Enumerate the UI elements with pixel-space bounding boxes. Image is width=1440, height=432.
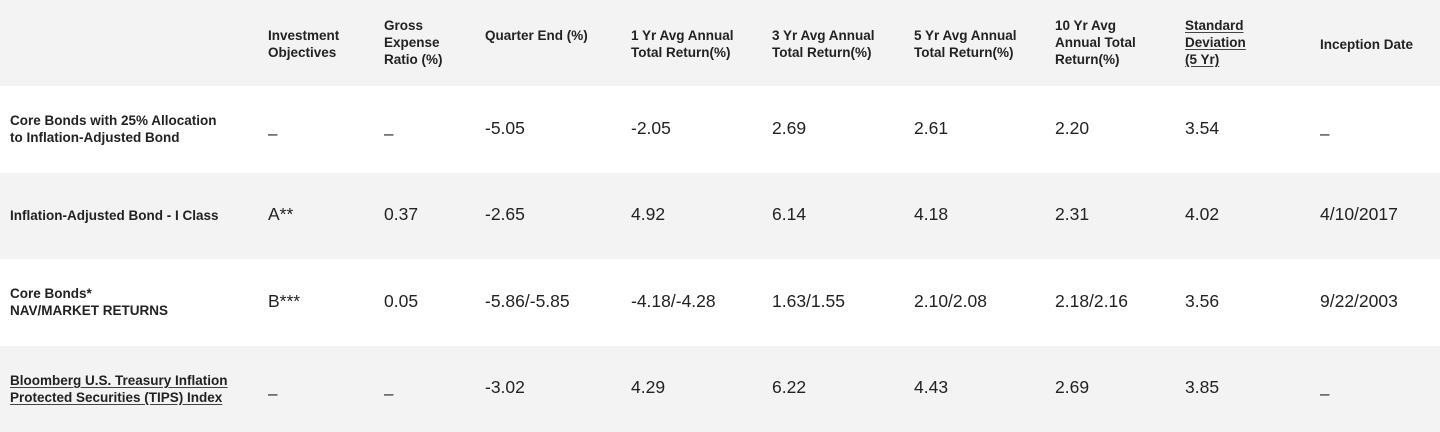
yr10-return-value: 2.31 [1055, 204, 1090, 225]
header-line: 1 Yr Avg Annual [631, 28, 734, 43]
gross-expense-ratio: – [384, 124, 394, 144]
gross-expense-ratio: 0.05 [384, 290, 419, 311]
table-row: Inflation-Adjusted Bond - I Class A** 0.… [0, 172, 1440, 260]
standard-deviation-value: 3.54 [1185, 117, 1220, 138]
yr1-return-value: -4.18/-4.28 [631, 290, 716, 311]
yr3-return-value: 2.69 [772, 117, 807, 138]
yr3-return-value: 1.63/1.55 [772, 290, 845, 311]
fund-name: Core Bonds* NAV/MARKET RETURNS [0, 259, 258, 346]
yr5-return-value: 4.18 [914, 204, 949, 225]
header-line: Total Return(%) [914, 45, 1014, 60]
inception-date-value: 9/22/2003 [1320, 290, 1398, 311]
header-line[interactable]: Standard [1185, 18, 1244, 33]
header-inception-date: Inception Date [1310, 0, 1440, 86]
yr5-return-value: 4.43 [914, 377, 949, 398]
header-line: Objectives [268, 45, 337, 60]
header-line: 5 Yr Avg Annual [914, 28, 1017, 43]
investment-objective: – [268, 383, 278, 403]
header-5yr-return: 5 Yr Avg Annual Total Return(%) [904, 0, 1045, 86]
header-line: Gross [384, 18, 424, 33]
header-investment-objectives: Investment Objectives [258, 0, 374, 86]
benchmark-name-link[interactable]: Bloomberg U.S. Treasury Inflation Protec… [0, 346, 258, 432]
header-3yr-return: 3 Yr Avg Annual Total Return(%) [762, 0, 904, 86]
standard-deviation-value: 4.02 [1185, 204, 1220, 225]
table-row: Core Bonds* NAV/MARKET RETURNS B*** 0.05… [0, 259, 1440, 346]
header-fund-name [0, 0, 258, 86]
header-line: 10 Yr Avg [1055, 18, 1117, 33]
header-quarter-end: Quarter End (%) [475, 0, 621, 86]
header-line[interactable]: (5 Yr) [1185, 52, 1220, 67]
table-row: Bloomberg U.S. Treasury Inflation Protec… [0, 345, 1440, 432]
yr1-return-value: 4.92 [631, 204, 666, 225]
header-line: Total Return(%) [631, 45, 731, 60]
quarter-end-value: -5.05 [485, 117, 525, 138]
yr5-return-value: 2.61 [914, 117, 949, 138]
investment-objective: – [268, 124, 278, 144]
header-line: Total Return(%) [772, 45, 872, 60]
header-line: Return(%) [1055, 52, 1120, 67]
yr3-return-value: 6.14 [772, 204, 807, 225]
header-line: Ratio (%) [384, 52, 443, 67]
header-line: Quarter End (%) [485, 28, 588, 43]
yr3-return-value: 6.22 [772, 377, 807, 398]
fund-name-line: Inflation-Adjusted Bond - I Class [10, 208, 219, 224]
standard-deviation-value: 3.85 [1185, 377, 1220, 398]
quarter-end-value: -5.86/-5.85 [485, 290, 570, 311]
fund-name-line: NAV/MARKET RETURNS [10, 303, 168, 319]
table-header-row: Investment Objectives Gross Expense Rati… [0, 0, 1440, 86]
fund-name-line: Core Bonds with 25% Allocation [10, 113, 217, 129]
header-line: Expense [384, 35, 440, 50]
header-line: 3 Yr Avg Annual [772, 28, 875, 43]
investment-objective: B*** [268, 290, 301, 311]
table-row: Core Bonds with 25% Allocation to Inflat… [0, 86, 1440, 173]
header-1yr-return: 1 Yr Avg Annual Total Return(%) [621, 0, 762, 86]
fund-name-line: Core Bonds* [10, 286, 92, 302]
fund-name: Core Bonds with 25% Allocation to Inflat… [0, 86, 258, 173]
yr10-return-value: 2.20 [1055, 117, 1090, 138]
yr10-return-value: 2.69 [1055, 377, 1090, 398]
header-10yr-return: 10 Yr Avg Annual Total Return(%) [1045, 0, 1175, 86]
gross-expense-ratio: 0.37 [384, 204, 419, 225]
inception-date-value: – [1320, 124, 1330, 144]
header-line[interactable]: Deviation [1185, 35, 1246, 50]
quarter-end-value: -2.65 [485, 204, 525, 225]
header-line: Annual Total [1055, 35, 1136, 50]
yr10-return-value: 2.18/2.16 [1055, 290, 1128, 311]
gross-expense-ratio: – [384, 383, 394, 403]
inception-date-value: – [1320, 383, 1330, 403]
header-line: Investment [268, 28, 340, 43]
inception-date-value: 4/10/2017 [1320, 204, 1398, 225]
investment-objective: A** [268, 204, 294, 225]
standard-deviation-value: 3.56 [1185, 290, 1220, 311]
header-gross-expense-ratio: Gross Expense Ratio (%) [374, 0, 475, 86]
fund-name: Inflation-Adjusted Bond - I Class [0, 173, 258, 260]
yr5-return-value: 2.10/2.08 [914, 290, 987, 311]
benchmark-name-line[interactable]: Protected Securities (TIPS) Index [10, 389, 223, 405]
quarter-end-value: -3.02 [485, 377, 525, 398]
header-standard-deviation-link[interactable]: Standard Deviation (5 Yr) [1175, 0, 1310, 86]
yr1-return-value: 4.29 [631, 377, 666, 398]
yr1-return-value: -2.05 [631, 117, 671, 138]
fund-name-line: to Inflation-Adjusted Bond [10, 130, 180, 146]
benchmark-name-line[interactable]: Bloomberg U.S. Treasury Inflation [10, 372, 228, 388]
header-line: Inception Date [1320, 37, 1414, 52]
